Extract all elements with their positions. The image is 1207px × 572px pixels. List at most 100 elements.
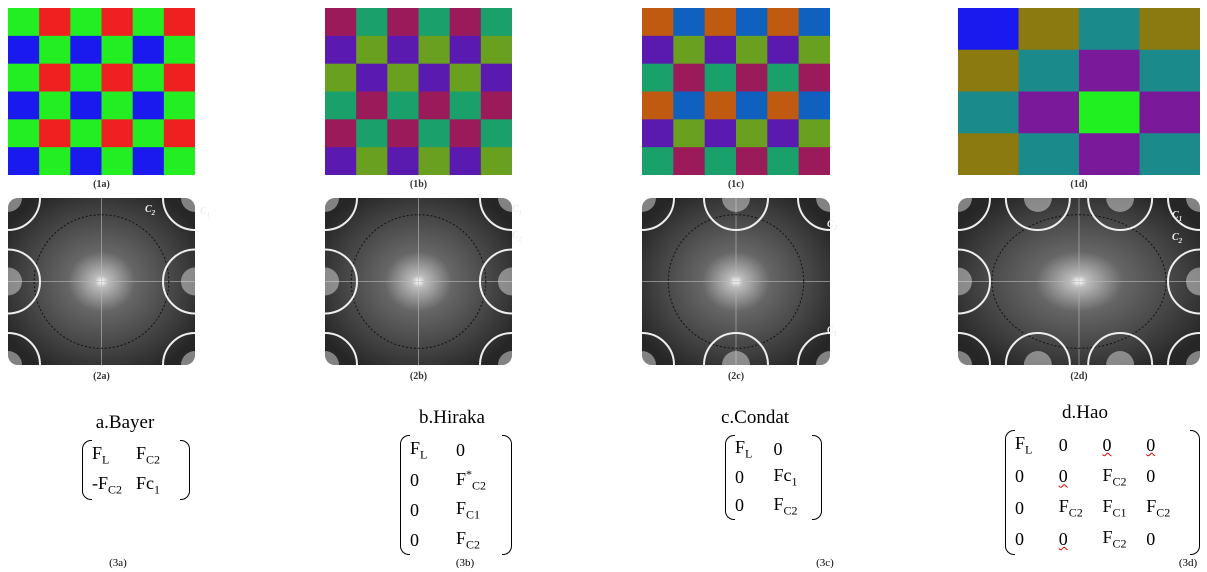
mosaic-cell — [39, 36, 71, 64]
color-mosaic — [8, 8, 195, 175]
mosaic-cell — [642, 64, 674, 92]
entry-subscript: C2 — [108, 482, 122, 496]
matrix-entry: 0 — [735, 467, 774, 488]
mosaic-cell — [164, 119, 195, 147]
matrix-entry: 0 — [456, 440, 502, 461]
spectrum-mark: C2 — [827, 219, 837, 232]
matrix-entry: 0 — [410, 500, 456, 521]
matrix-entry: FC2 — [136, 443, 180, 468]
mosaic-cell — [70, 147, 102, 175]
mosaic-cell — [1140, 8, 1201, 50]
mosaic-cell — [8, 92, 40, 120]
matrix-entry: 0 — [1015, 498, 1059, 519]
mark-subscript: 1 — [834, 330, 838, 338]
mosaic-cell — [356, 36, 388, 64]
matrix-label: (3d) — [1179, 557, 1197, 569]
mosaic-cell — [419, 119, 451, 147]
mosaic-cell — [799, 92, 830, 120]
mosaic-cell — [450, 92, 482, 120]
matrix-entry: FL — [735, 437, 774, 462]
mosaic-cell — [325, 92, 357, 120]
entry-text: F — [456, 528, 466, 548]
mosaic-cell — [102, 64, 134, 92]
mosaic-cell — [481, 147, 512, 175]
entry-text: F — [410, 438, 420, 458]
mosaic-cell — [1079, 133, 1140, 175]
mosaic-cell — [356, 119, 388, 147]
mosaic-cell — [1140, 92, 1201, 134]
entry-text: F — [735, 437, 745, 457]
method-name: b.Hiraka — [419, 407, 485, 429]
spectrum-mark: C2 — [512, 230, 522, 243]
mosaic-cell — [164, 92, 195, 120]
spectrum-label: (2d) — [1070, 371, 1087, 382]
mark-text: C — [512, 204, 519, 215]
matrix-entry: -FC2 — [92, 473, 136, 498]
entry-text: F — [1103, 496, 1113, 516]
spectrum-mark: C1 — [1172, 210, 1182, 223]
entry-subscript: C2 — [784, 503, 798, 517]
mosaic-cell — [102, 8, 134, 36]
entry-subscript: C2 — [466, 537, 480, 551]
spectrum-label: (2b) — [410, 371, 427, 382]
entry-text: 0 — [1015, 529, 1024, 549]
matrix-entry: 0 — [410, 470, 456, 491]
color-mosaic — [325, 8, 512, 175]
mosaic-cell — [8, 8, 40, 36]
mosaic-cell — [481, 36, 512, 64]
entry-text: 0 — [735, 467, 744, 487]
entry-text: Fc — [774, 465, 792, 485]
entry-text: F — [456, 469, 466, 489]
mosaic-cell — [736, 64, 768, 92]
mosaic-cell — [958, 50, 1019, 92]
mosaic-cell — [767, 92, 799, 120]
mark-subscript: 2 — [834, 224, 838, 232]
mosaic-cell — [39, 147, 71, 175]
entry-text: 0 — [1103, 435, 1112, 455]
mosaic-cell — [1079, 92, 1140, 134]
mosaic-cell — [767, 147, 799, 175]
entry-text: 0 — [1146, 435, 1155, 455]
matrix-entry: 0 — [1059, 529, 1103, 550]
mark-text: C — [827, 325, 834, 336]
mosaic-cell — [164, 64, 195, 92]
mosaic-cell — [642, 36, 674, 64]
mosaic-cell — [736, 92, 768, 120]
mosaic-cell — [133, 8, 165, 36]
entry-text: 0 — [410, 470, 419, 490]
mark-subscript: 2 — [152, 209, 156, 217]
matrix-entry: F*C2 — [456, 467, 502, 494]
matrix-entry: 0 — [1146, 466, 1190, 487]
entry-subscript: C2 — [1113, 474, 1127, 488]
spectrum-mark: C2 — [145, 204, 155, 217]
matrix-label: (3c) — [816, 557, 834, 569]
spectrum-group — [958, 198, 1200, 365]
mark-subscript: 2 — [519, 235, 523, 243]
mosaic-cell — [325, 147, 357, 175]
mosaic-cell — [767, 8, 799, 36]
mosaic-cell — [133, 36, 165, 64]
mosaic-cell — [799, 147, 830, 175]
mosaic-cell — [70, 36, 102, 64]
mosaic-cell — [642, 119, 674, 147]
entry-subscript: 1 — [154, 482, 160, 496]
spectrum-group — [642, 198, 830, 365]
mosaic-cell — [133, 92, 165, 120]
mosaic-cell — [102, 147, 134, 175]
entry-subscript: C1 — [466, 507, 480, 521]
entry-subscript: C2 — [472, 478, 486, 492]
entry-text: 0 — [1059, 435, 1068, 455]
mosaic-cell — [387, 36, 419, 64]
mosaic-cell — [705, 119, 737, 147]
entry-text: 0 — [456, 440, 465, 460]
mosaic-cell — [642, 92, 674, 120]
entry-text: F — [1103, 527, 1113, 547]
mosaic-cell — [356, 147, 388, 175]
spectrum-mark: C2 — [1172, 232, 1182, 245]
mosaic-cell — [387, 147, 419, 175]
mosaic-cell — [767, 36, 799, 64]
mosaic-cell — [673, 36, 705, 64]
mosaic-cell — [39, 8, 71, 36]
matrix-label: (3b) — [456, 557, 474, 569]
mosaic-cell — [642, 147, 674, 175]
